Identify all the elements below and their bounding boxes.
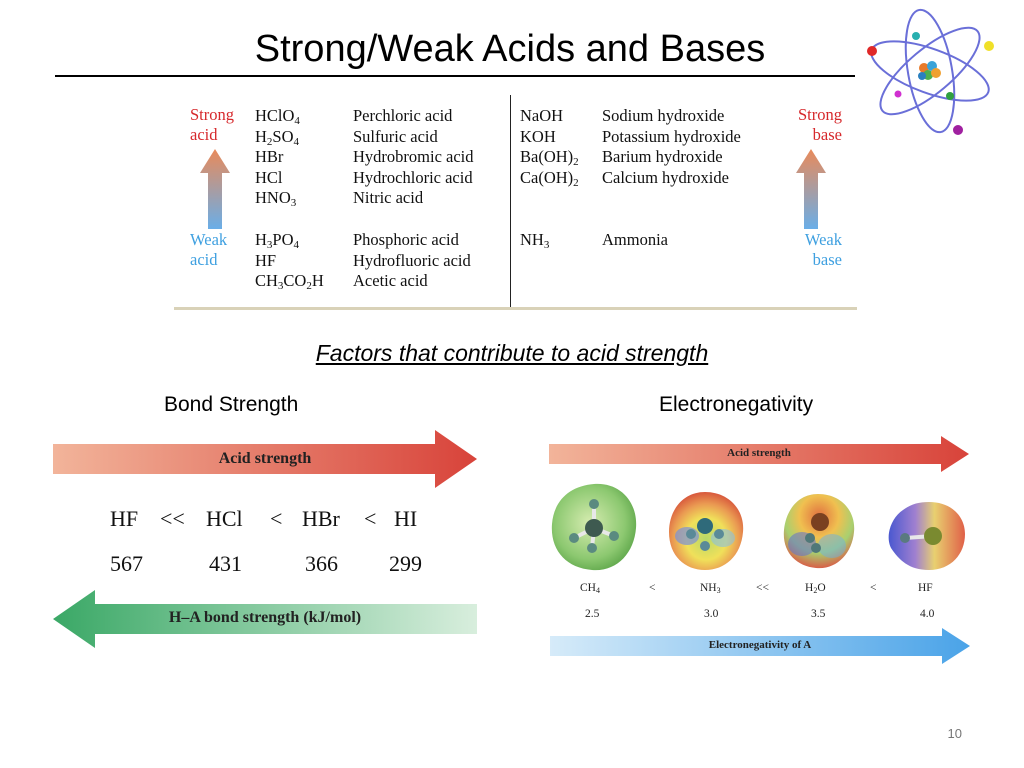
formula: HF xyxy=(255,250,277,270)
formula: HBr xyxy=(255,147,284,167)
strong-acid-formulas: HClO4 H2SO4 HBr HCl HNO3 xyxy=(255,106,300,209)
atom-icon xyxy=(867,8,994,135)
electronegativity-arrow xyxy=(550,628,970,664)
comparison-symbol: << xyxy=(756,582,769,594)
bond-strength-arrow xyxy=(53,590,477,648)
hydrogen-fluoride-molecule-icon xyxy=(888,502,965,570)
molecule-formula: H2O xyxy=(805,582,826,595)
formula: NaOH xyxy=(520,106,564,125)
acid-strength-arrow-small xyxy=(549,436,969,472)
acid-name: Nitric acid xyxy=(353,188,424,208)
acid-name: Sulfuric acid xyxy=(353,126,438,146)
bond-energy: 567 xyxy=(110,551,143,576)
acid-strength-arrow xyxy=(53,430,477,488)
molecule-formula: NH3 xyxy=(700,582,721,595)
acid-base-table: Strong acid Weak acid HClO4 H2SO4 HBr HCl … xyxy=(174,95,857,313)
strong-base-formulas: NaOH KOH Ba(OH)2 Ca(OH)2 xyxy=(520,106,579,188)
bond-energy: 431 xyxy=(209,551,242,576)
formula: CH3CO2H xyxy=(255,271,324,293)
page-number: 10 xyxy=(947,726,962,741)
strong-acid-names: Perchloric acid Sulfuric acid Hydrobromi… xyxy=(353,106,474,209)
formula: NH3 xyxy=(520,230,550,251)
comparison-symbol: < xyxy=(649,582,656,594)
weak-acid-formulas: H3PO4 HF CH3CO2H xyxy=(255,230,324,292)
acid-strength-label: Acid strength xyxy=(218,450,312,467)
electronegativity-label: Electronegativity of A xyxy=(708,639,812,651)
acid-formula: HI xyxy=(394,506,418,531)
formula: HClO4 xyxy=(255,106,300,127)
formula: HNO3 xyxy=(255,188,297,210)
bond-strength-heading: Bond Strength xyxy=(164,393,299,416)
acid-name: Acetic acid xyxy=(353,271,428,291)
weak-base-formulas: NH3 xyxy=(520,230,549,251)
acid-strength-up-arrow xyxy=(200,149,230,229)
slide-title: Strong/Weak Acids and Bases xyxy=(254,28,766,70)
acid-strength-label-small: Acid strength xyxy=(727,447,791,459)
acid-name: Perchloric acid xyxy=(353,106,453,125)
acid-formula: HCl xyxy=(206,506,243,531)
comparison-symbol: << xyxy=(160,506,185,531)
acid-name: Phosphoric acid xyxy=(353,230,459,249)
ammonia-molecule-icon xyxy=(669,492,744,570)
strong-acid-label: Strong acid xyxy=(190,105,235,144)
electronegativity-value: 3.5 xyxy=(811,608,826,620)
bond-strength-label: H–A bond strength (kJ/mol) xyxy=(168,609,362,626)
comparison-symbol: < xyxy=(870,582,877,594)
weak-base-label: Weak base xyxy=(804,230,842,269)
water-molecule-icon xyxy=(783,494,855,569)
weak-base-names: Ammonia xyxy=(602,230,668,251)
acid-name: Hydrobromic acid xyxy=(353,147,474,167)
base-name: Calcium hydroxide xyxy=(602,167,729,187)
electronegativity-value: 2.5 xyxy=(585,608,600,620)
formula: H3PO4 xyxy=(255,230,300,251)
formula: KOH xyxy=(520,126,556,146)
formula: HCl xyxy=(255,167,283,187)
acid-name: Hydrofluoric acid xyxy=(353,250,471,270)
strong-base-label: Strong base xyxy=(797,105,842,144)
molecule-formula: CH4 xyxy=(580,582,600,595)
strong-base-names: Sodium hydroxide Potassium hydroxide Bar… xyxy=(602,106,741,188)
formula: Ba(OH)2 xyxy=(520,147,579,169)
weak-acid-label: Weak acid xyxy=(190,230,228,269)
electronegativity-value: 4.0 xyxy=(920,608,935,620)
table-bottom-rule xyxy=(174,307,857,310)
base-name: Potassium hydroxide xyxy=(602,126,741,146)
comparison-symbol: < xyxy=(364,506,377,531)
acid-name: Hydrochloric acid xyxy=(353,167,473,187)
bond-energy: 299 xyxy=(389,551,422,576)
formula: H2SO4 xyxy=(255,126,300,148)
electronegativity-heading: Electronegativity xyxy=(659,393,814,416)
acid-formula: HBr xyxy=(302,506,340,531)
weak-acid-names: Phosphoric acid Hydrofluoric acid Acetic… xyxy=(353,230,471,292)
title-underline xyxy=(55,75,855,77)
table-divider xyxy=(510,95,511,307)
formula: Ca(OH)2 xyxy=(520,167,579,189)
comparison-symbol: < xyxy=(270,506,283,531)
base-name: Sodium hydroxide xyxy=(602,106,725,125)
acid-formula: HF xyxy=(110,506,139,531)
factors-heading: Factors that contribute to acid strength xyxy=(315,340,709,366)
molecule-formula: HF xyxy=(918,582,933,594)
methane-molecule-icon xyxy=(551,483,637,571)
electronegativity-value: 3.0 xyxy=(704,608,719,620)
base-strength-up-arrow xyxy=(796,149,826,229)
bond-energy: 366 xyxy=(305,551,338,576)
base-name: Ammonia xyxy=(602,230,668,249)
base-name: Barium hydroxide xyxy=(602,147,723,167)
